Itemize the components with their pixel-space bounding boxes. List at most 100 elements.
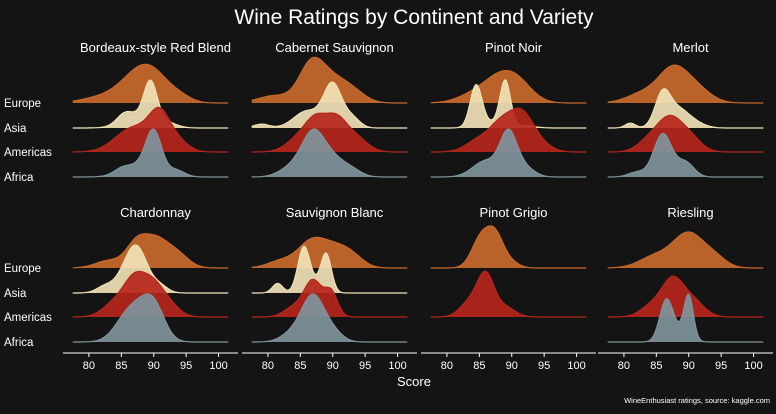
panel-bordeaux-style-red-blend: Bordeaux-style Red Blend Europe Asia Americ… (4, 40, 231, 184)
x-tick-label: 95 (180, 360, 192, 372)
ridge-outline-africa (72, 128, 229, 178)
ridge-outline-europe (72, 63, 229, 104)
x-tick-label: 80 (262, 360, 274, 372)
row-label-africa: Africa (4, 337, 34, 349)
x-axis-label: Score (397, 374, 431, 389)
x-tick-label: 100 (744, 360, 762, 372)
x-tick-label: 85 (115, 360, 127, 372)
ridge-outline-europe (430, 70, 587, 104)
panel-title: Merlot (672, 40, 709, 55)
x-tick-label: 80 (441, 360, 453, 372)
panel-pinot-noir: Pinot Noir (430, 40, 587, 178)
panel-riesling: Riesling (607, 205, 764, 343)
panel-title: Pinot Noir (485, 40, 543, 55)
ridge-asia (72, 80, 229, 128)
row-label-africa: Africa (4, 172, 34, 184)
x-axis: 80 85 90 95 100 (421, 352, 596, 372)
ridge-outline-europe (72, 233, 229, 269)
ridge-outline-africa (72, 293, 229, 343)
ridge-outline-asia (251, 245, 408, 294)
row-label-americas: Americas (4, 312, 52, 324)
ridge-outline-africa (607, 293, 764, 343)
ridge-asia (251, 82, 408, 128)
ridge-outline-africa (430, 128, 587, 178)
ridge-europe (607, 232, 764, 268)
row-label-europe: Europe (4, 263, 41, 275)
panel-sauvignon-blanc: Sauvignon Blanc (251, 205, 408, 343)
ridge-americas (607, 115, 764, 152)
ridge-outline-asia (251, 81, 408, 129)
ridge-outline-asia (72, 244, 229, 294)
ridge-outline-asia (72, 79, 229, 129)
row-label-asia: Asia (4, 123, 27, 135)
ridge-outline-americas (72, 270, 229, 318)
panel-title: Cabernet Sauvignon (275, 40, 394, 55)
ridge-outline-europe (251, 236, 408, 269)
x-tick-label: 90 (683, 360, 695, 372)
x-tick-label: 85 (294, 360, 306, 372)
ridge-outline-europe (607, 64, 764, 104)
ridge-outline-americas (607, 114, 764, 153)
x-tick-label: 100 (388, 360, 406, 372)
ridge-americas (251, 113, 408, 152)
ridge-outline-africa (607, 132, 764, 178)
panel-cabernet-sauvignon: Cabernet Sauvignon (251, 40, 408, 178)
x-axis: 80 85 90 95 100 (63, 352, 238, 372)
ridge-asia (251, 246, 408, 293)
ridge-outline-americas (72, 106, 229, 153)
row-label-europe: Europe (4, 98, 41, 110)
x-tick-label: 80 (618, 360, 630, 372)
x-tick-label: 95 (359, 360, 371, 372)
ridge-outline-europe (251, 56, 408, 104)
ridge-africa (72, 129, 229, 177)
ridge-outline-americas (251, 112, 408, 153)
ridge-americas (430, 271, 587, 317)
panel-title: Riesling (667, 205, 713, 220)
x-tick-label: 90 (327, 360, 339, 372)
x-axis: 80 85 90 95 100 (242, 352, 417, 372)
ridge-europe (607, 65, 764, 103)
ridge-europe (251, 57, 408, 103)
ridge-africa (430, 129, 587, 177)
ridge-africa (607, 294, 764, 342)
ridge-asia (607, 88, 764, 128)
x-tick-label: 80 (83, 360, 95, 372)
ridge-europe (251, 237, 408, 268)
x-tick-label: 100 (209, 360, 227, 372)
ridge-outline-europe (430, 225, 587, 269)
x-tick-label: 95 (538, 360, 550, 372)
x-tick-label: 100 (567, 360, 585, 372)
panel-title: Bordeaux-style Red Blend (80, 40, 231, 55)
row-label-asia: Asia (4, 288, 27, 300)
ridge-outline-americas (251, 278, 408, 318)
ridge-asia (430, 80, 587, 128)
ridge-outline-americas (430, 270, 587, 318)
panel-title: Pinot Grigio (480, 205, 548, 220)
ridge-outline-africa (251, 293, 408, 343)
chart-title: Wine Ratings by Continent and Variety (234, 6, 594, 29)
ridge-americas (607, 276, 764, 317)
panel-merlot: Merlot (607, 40, 764, 178)
ridge-outline-americas (607, 275, 764, 318)
panel-title: Chardonnay (120, 205, 191, 220)
ridge-outline-asia (607, 88, 764, 129)
ridge-outline-asia (430, 79, 587, 129)
x-axis: 80 85 90 95 100 (598, 352, 773, 372)
panel-title: Sauvignon Blanc (286, 205, 384, 220)
ridge-americas (251, 279, 408, 317)
row-label-americas: Americas (4, 147, 52, 159)
x-tick-label: 95 (715, 360, 727, 372)
ridge-africa (251, 129, 408, 177)
panel-chardonnay: Chardonnay Europe Asia Americas Africa (4, 205, 229, 349)
x-tick-label: 90 (506, 360, 518, 372)
chart-caption: WineEnthusiast ratings, source: kaggle.c… (624, 396, 770, 405)
x-tick-label: 85 (650, 360, 662, 372)
ridge-outline-europe (607, 231, 764, 269)
ridge-outline-americas (430, 107, 587, 153)
x-tick-label: 90 (148, 360, 160, 372)
ridge-outline-africa (251, 128, 408, 178)
x-tick-label: 85 (473, 360, 485, 372)
panel-pinot-grigio: Pinot Grigio (430, 205, 587, 318)
